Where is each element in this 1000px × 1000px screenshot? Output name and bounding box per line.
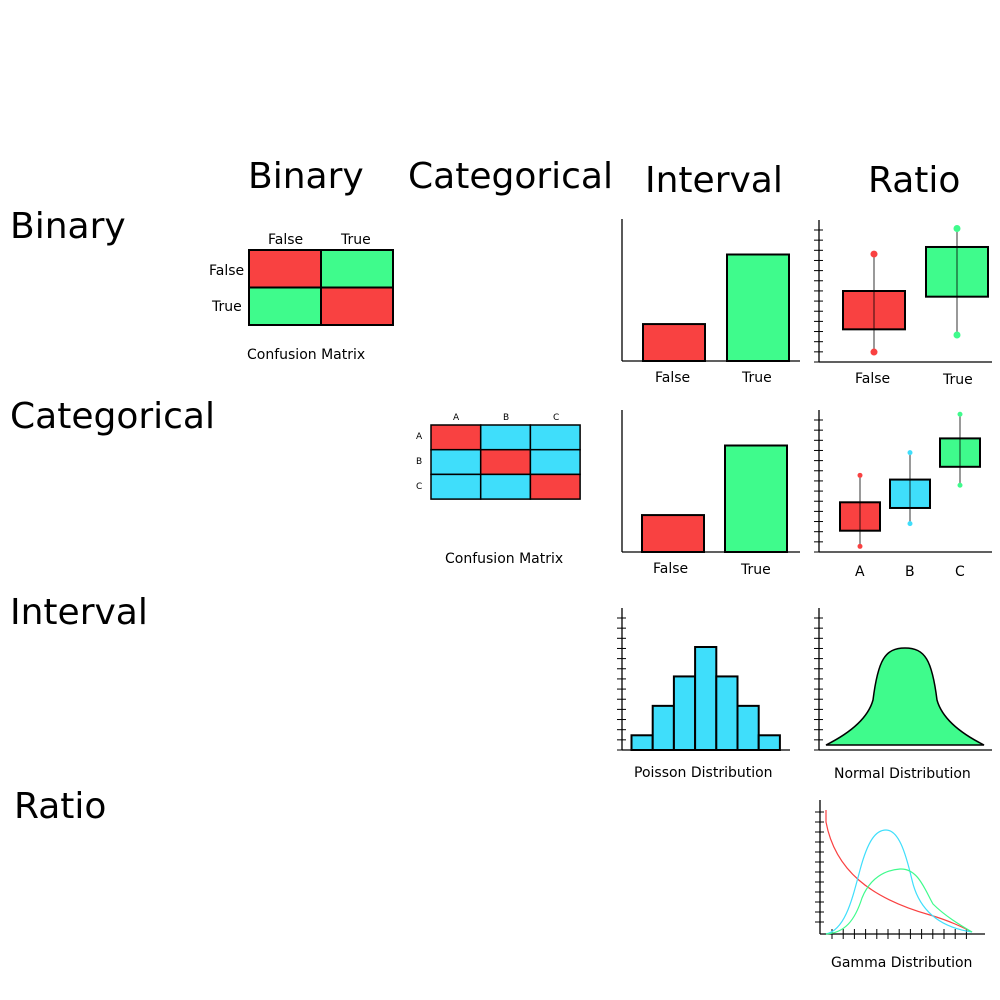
categorical-matrix-cell: [529, 424, 581, 451]
poisson-bar: [757, 734, 781, 751]
categorical-interval-bar: [724, 444, 788, 553]
poisson-bar: [694, 646, 718, 751]
categorical-ratio-min-point: [907, 521, 913, 527]
gamma-blue-curve: [825, 829, 973, 935]
categorical-matrix-col-label: C: [553, 413, 560, 423]
categorical-matrix-caption: Confusion Matrix: [445, 551, 564, 567]
column-header-categorical: Categorical: [408, 156, 613, 197]
binary-interval-bar: [726, 253, 790, 362]
categorical-matrix-cell: [529, 473, 581, 500]
poisson-bar: [672, 675, 697, 752]
binary-interval-tick-label: False: [655, 370, 691, 386]
binary-matrix-col-label: True: [341, 232, 371, 248]
binary-ratio-tick-label: False: [855, 371, 891, 387]
gamma-red-curve: [825, 810, 973, 933]
row-header-categorical: Categorical: [10, 396, 215, 437]
binary-ratio-min-point: [870, 348, 878, 356]
gamma-green-curve: [825, 868, 973, 935]
binary-matrix-row-label: False: [209, 263, 245, 279]
row-header-ratio: Ratio: [14, 786, 107, 827]
binary-matrix-cell: [248, 249, 322, 289]
binary-ratio-max-point: [870, 250, 878, 258]
poisson-bar: [736, 704, 760, 751]
normal-caption: Normal Distribution: [834, 766, 971, 782]
categorical-ratio-max-point: [857, 472, 863, 478]
categorical-ratio-max-point: [957, 411, 963, 417]
categorical-ratio-max-point: [907, 450, 913, 456]
binary-ratio-tick-label: True: [943, 372, 973, 388]
categorical-ratio-tick-label: B: [905, 564, 915, 580]
binary-matrix-col-label: False: [268, 232, 304, 248]
categorical-matrix-cell: [479, 424, 532, 451]
row-header-interval: Interval: [10, 592, 148, 633]
categorical-matrix-row-label: C: [416, 482, 423, 492]
gamma-caption: Gamma Distribution: [831, 955, 973, 971]
binary-ratio-min-point: [953, 331, 961, 339]
categorical-ratio-tick-label: C: [955, 564, 965, 580]
categorical-matrix-row-label: B: [416, 457, 423, 467]
poisson-caption: Poisson Distribution: [634, 765, 773, 781]
categorical-interval-tick-label: True: [741, 562, 771, 578]
row-header-binary: Binary: [10, 206, 126, 247]
categorical-matrix-col-label: B: [503, 413, 510, 423]
binary-matrix-cell: [320, 286, 394, 326]
categorical-matrix-col-label: A: [453, 413, 460, 423]
column-header-interval: Interval: [645, 160, 783, 201]
column-header-ratio: Ratio: [868, 160, 961, 201]
categorical-interval-bar: [641, 514, 705, 554]
categorical-matrix-cell: [479, 473, 532, 500]
categorical-matrix-cell: [479, 448, 532, 476]
column-header-binary: Binary: [248, 156, 364, 197]
poisson-bar: [651, 704, 675, 751]
binary-matrix-row-label: True: [212, 299, 242, 315]
categorical-matrix-cell: [529, 448, 581, 476]
binary-matrix-caption: Confusion Matrix: [247, 347, 366, 363]
categorical-matrix-cell: [430, 473, 482, 500]
binary-matrix-cell: [248, 286, 322, 326]
categorical-ratio-min-point: [857, 543, 863, 549]
categorical-matrix-cell: [430, 448, 482, 476]
binary-interval-tick-label: True: [742, 370, 772, 386]
poisson-bar: [715, 675, 739, 752]
binary-interval-bar: [642, 323, 706, 362]
categorical-interval-tick-label: False: [653, 561, 689, 577]
poisson-bar: [630, 734, 654, 751]
binary-matrix-cell: [320, 249, 394, 289]
categorical-ratio-tick-label: A: [855, 564, 865, 580]
categorical-matrix-cell: [430, 424, 482, 451]
binary-ratio-max-point: [953, 225, 961, 233]
categorical-ratio-min-point: [957, 482, 963, 488]
categorical-matrix-row-label: A: [416, 432, 423, 442]
normal-curve-area: [825, 647, 985, 746]
